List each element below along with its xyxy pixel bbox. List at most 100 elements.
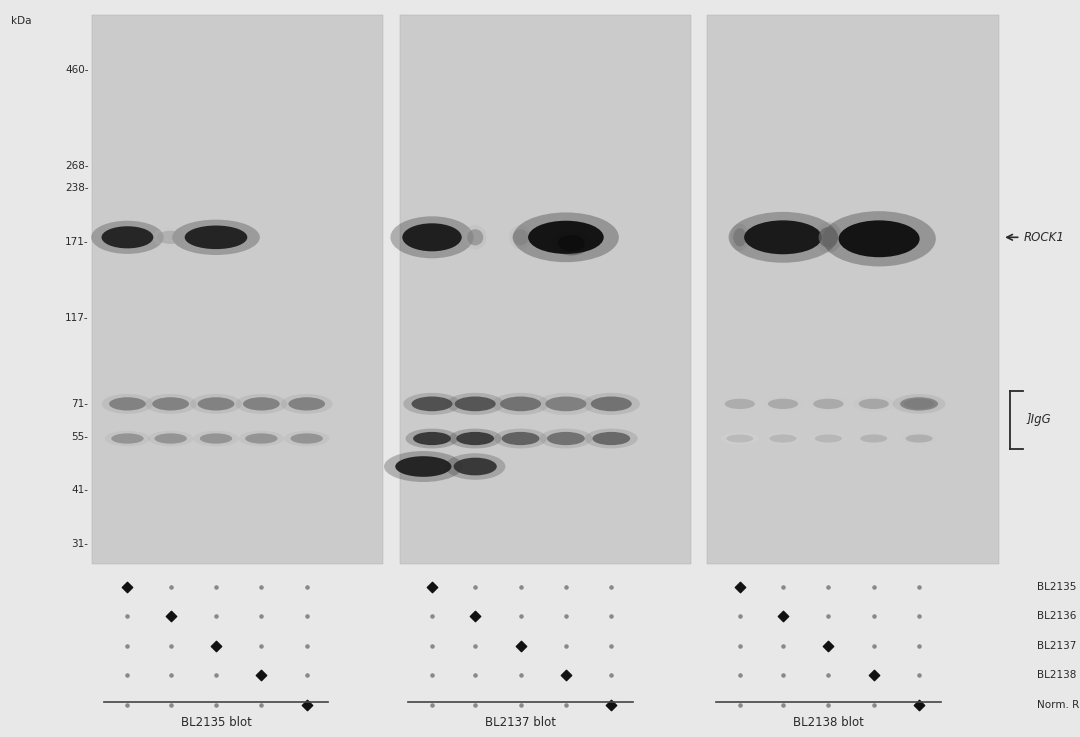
Point	[512, 640, 529, 652]
Ellipse shape	[731, 223, 748, 251]
Text: 31-: 31-	[71, 539, 89, 549]
Ellipse shape	[540, 428, 593, 448]
Ellipse shape	[900, 397, 937, 411]
Point	[162, 581, 179, 593]
Point	[603, 610, 620, 622]
Ellipse shape	[592, 432, 631, 445]
Text: BL2138 IP: BL2138 IP	[1037, 670, 1080, 680]
Ellipse shape	[198, 397, 234, 411]
Point	[820, 640, 837, 652]
Point	[119, 640, 136, 652]
Ellipse shape	[454, 458, 497, 475]
Point	[910, 610, 928, 622]
Ellipse shape	[102, 394, 153, 414]
Point	[512, 581, 529, 593]
Point	[423, 640, 441, 652]
Point	[298, 640, 315, 652]
Ellipse shape	[512, 229, 529, 245]
Point	[162, 669, 179, 681]
Point	[512, 699, 529, 710]
Ellipse shape	[413, 432, 451, 445]
Ellipse shape	[284, 430, 329, 447]
Ellipse shape	[402, 223, 462, 251]
Ellipse shape	[823, 211, 936, 266]
Ellipse shape	[744, 220, 822, 254]
Ellipse shape	[585, 428, 637, 448]
Ellipse shape	[727, 435, 754, 442]
Ellipse shape	[721, 433, 759, 444]
Point	[731, 669, 748, 681]
Ellipse shape	[102, 226, 153, 248]
Ellipse shape	[111, 433, 144, 444]
Point	[820, 610, 837, 622]
Point	[820, 581, 837, 593]
Point	[423, 581, 441, 593]
Point	[603, 581, 620, 593]
Point	[162, 699, 179, 710]
Point	[423, 669, 441, 681]
Ellipse shape	[395, 456, 451, 477]
Point	[865, 699, 882, 710]
Point	[774, 581, 792, 593]
Point	[557, 581, 575, 593]
Point	[253, 640, 270, 652]
Ellipse shape	[109, 397, 146, 411]
Point	[557, 610, 575, 622]
Point	[731, 610, 748, 622]
Ellipse shape	[513, 212, 619, 262]
Point	[207, 699, 225, 710]
Point	[557, 640, 575, 652]
Text: 71-: 71-	[71, 399, 89, 409]
Bar	[400, 15, 691, 564]
Point	[467, 640, 484, 652]
Bar	[707, 15, 999, 564]
Ellipse shape	[582, 393, 640, 415]
Ellipse shape	[905, 435, 932, 442]
Ellipse shape	[446, 393, 504, 415]
Ellipse shape	[449, 428, 501, 448]
Ellipse shape	[190, 394, 242, 414]
Ellipse shape	[897, 397, 941, 411]
Point	[731, 640, 748, 652]
Ellipse shape	[764, 433, 801, 444]
Ellipse shape	[500, 397, 541, 411]
Ellipse shape	[91, 221, 164, 254]
Point	[423, 699, 441, 710]
Ellipse shape	[904, 399, 934, 409]
Point	[731, 581, 748, 593]
Point	[253, 581, 270, 593]
Text: BL2137 IP: BL2137 IP	[1037, 640, 1080, 651]
Point	[512, 610, 529, 622]
Ellipse shape	[545, 397, 586, 411]
Ellipse shape	[151, 227, 190, 248]
Text: 238-: 238-	[65, 183, 89, 193]
Point	[603, 640, 620, 652]
Ellipse shape	[243, 397, 280, 411]
Ellipse shape	[391, 216, 473, 259]
Ellipse shape	[528, 221, 604, 254]
Point	[467, 610, 484, 622]
Ellipse shape	[445, 453, 505, 480]
Ellipse shape	[900, 433, 937, 444]
Point	[774, 640, 792, 652]
Point	[603, 669, 620, 681]
Ellipse shape	[200, 433, 232, 444]
Text: 268-: 268-	[65, 161, 89, 171]
Ellipse shape	[810, 433, 848, 444]
Point	[820, 669, 837, 681]
Text: 171-: 171-	[65, 237, 89, 247]
Point	[207, 610, 225, 622]
Ellipse shape	[813, 399, 843, 409]
Point	[512, 669, 529, 681]
Point	[910, 640, 928, 652]
Point	[865, 610, 882, 622]
Ellipse shape	[403, 393, 461, 415]
Point	[119, 699, 136, 710]
Point	[557, 699, 575, 710]
Text: Norm. Rb IgG: Norm. Rb IgG	[1037, 699, 1080, 710]
Point	[423, 610, 441, 622]
Ellipse shape	[411, 397, 453, 411]
Ellipse shape	[152, 397, 189, 411]
Ellipse shape	[185, 226, 247, 249]
Ellipse shape	[807, 397, 850, 411]
